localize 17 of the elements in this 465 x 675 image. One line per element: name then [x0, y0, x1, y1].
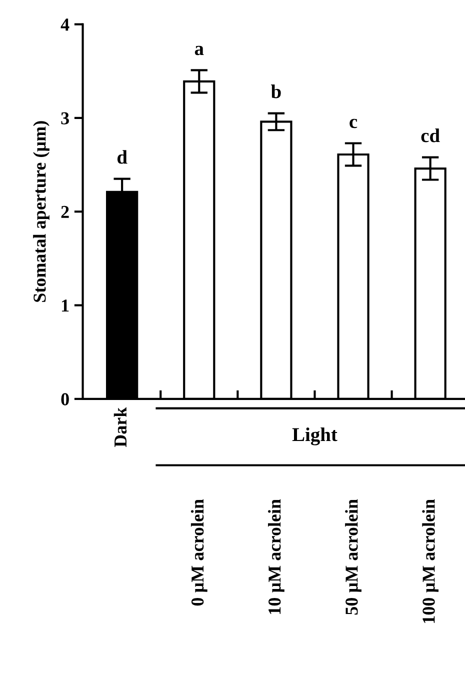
- y-tick-label: 3: [61, 112, 69, 124]
- x-tick-label: 50 µM acrolein: [345, 499, 362, 615]
- annotation: d: [117, 150, 128, 164]
- y-tick-label: 4: [60, 18, 70, 31]
- y-tick-label: 0: [61, 393, 69, 406]
- y-tick-label: 2: [61, 206, 69, 218]
- y-axis-title: Stomatal aperture (µm): [33, 121, 50, 302]
- y-tick-label: 1: [62, 300, 69, 312]
- annotation: cd: [421, 128, 440, 142]
- text: Light: [292, 427, 338, 446]
- x-tick-label: Dark: [114, 407, 127, 448]
- x-tick-label: 0 µM acrolein: [190, 499, 208, 606]
- x-tick-label: 10 µM acrolein: [268, 499, 284, 614]
- annotation: b: [271, 84, 281, 98]
- x-tick-label: 100 µM acrolein: [422, 499, 439, 623]
- annotation: a: [194, 46, 204, 56]
- annotation: c: [350, 118, 358, 128]
